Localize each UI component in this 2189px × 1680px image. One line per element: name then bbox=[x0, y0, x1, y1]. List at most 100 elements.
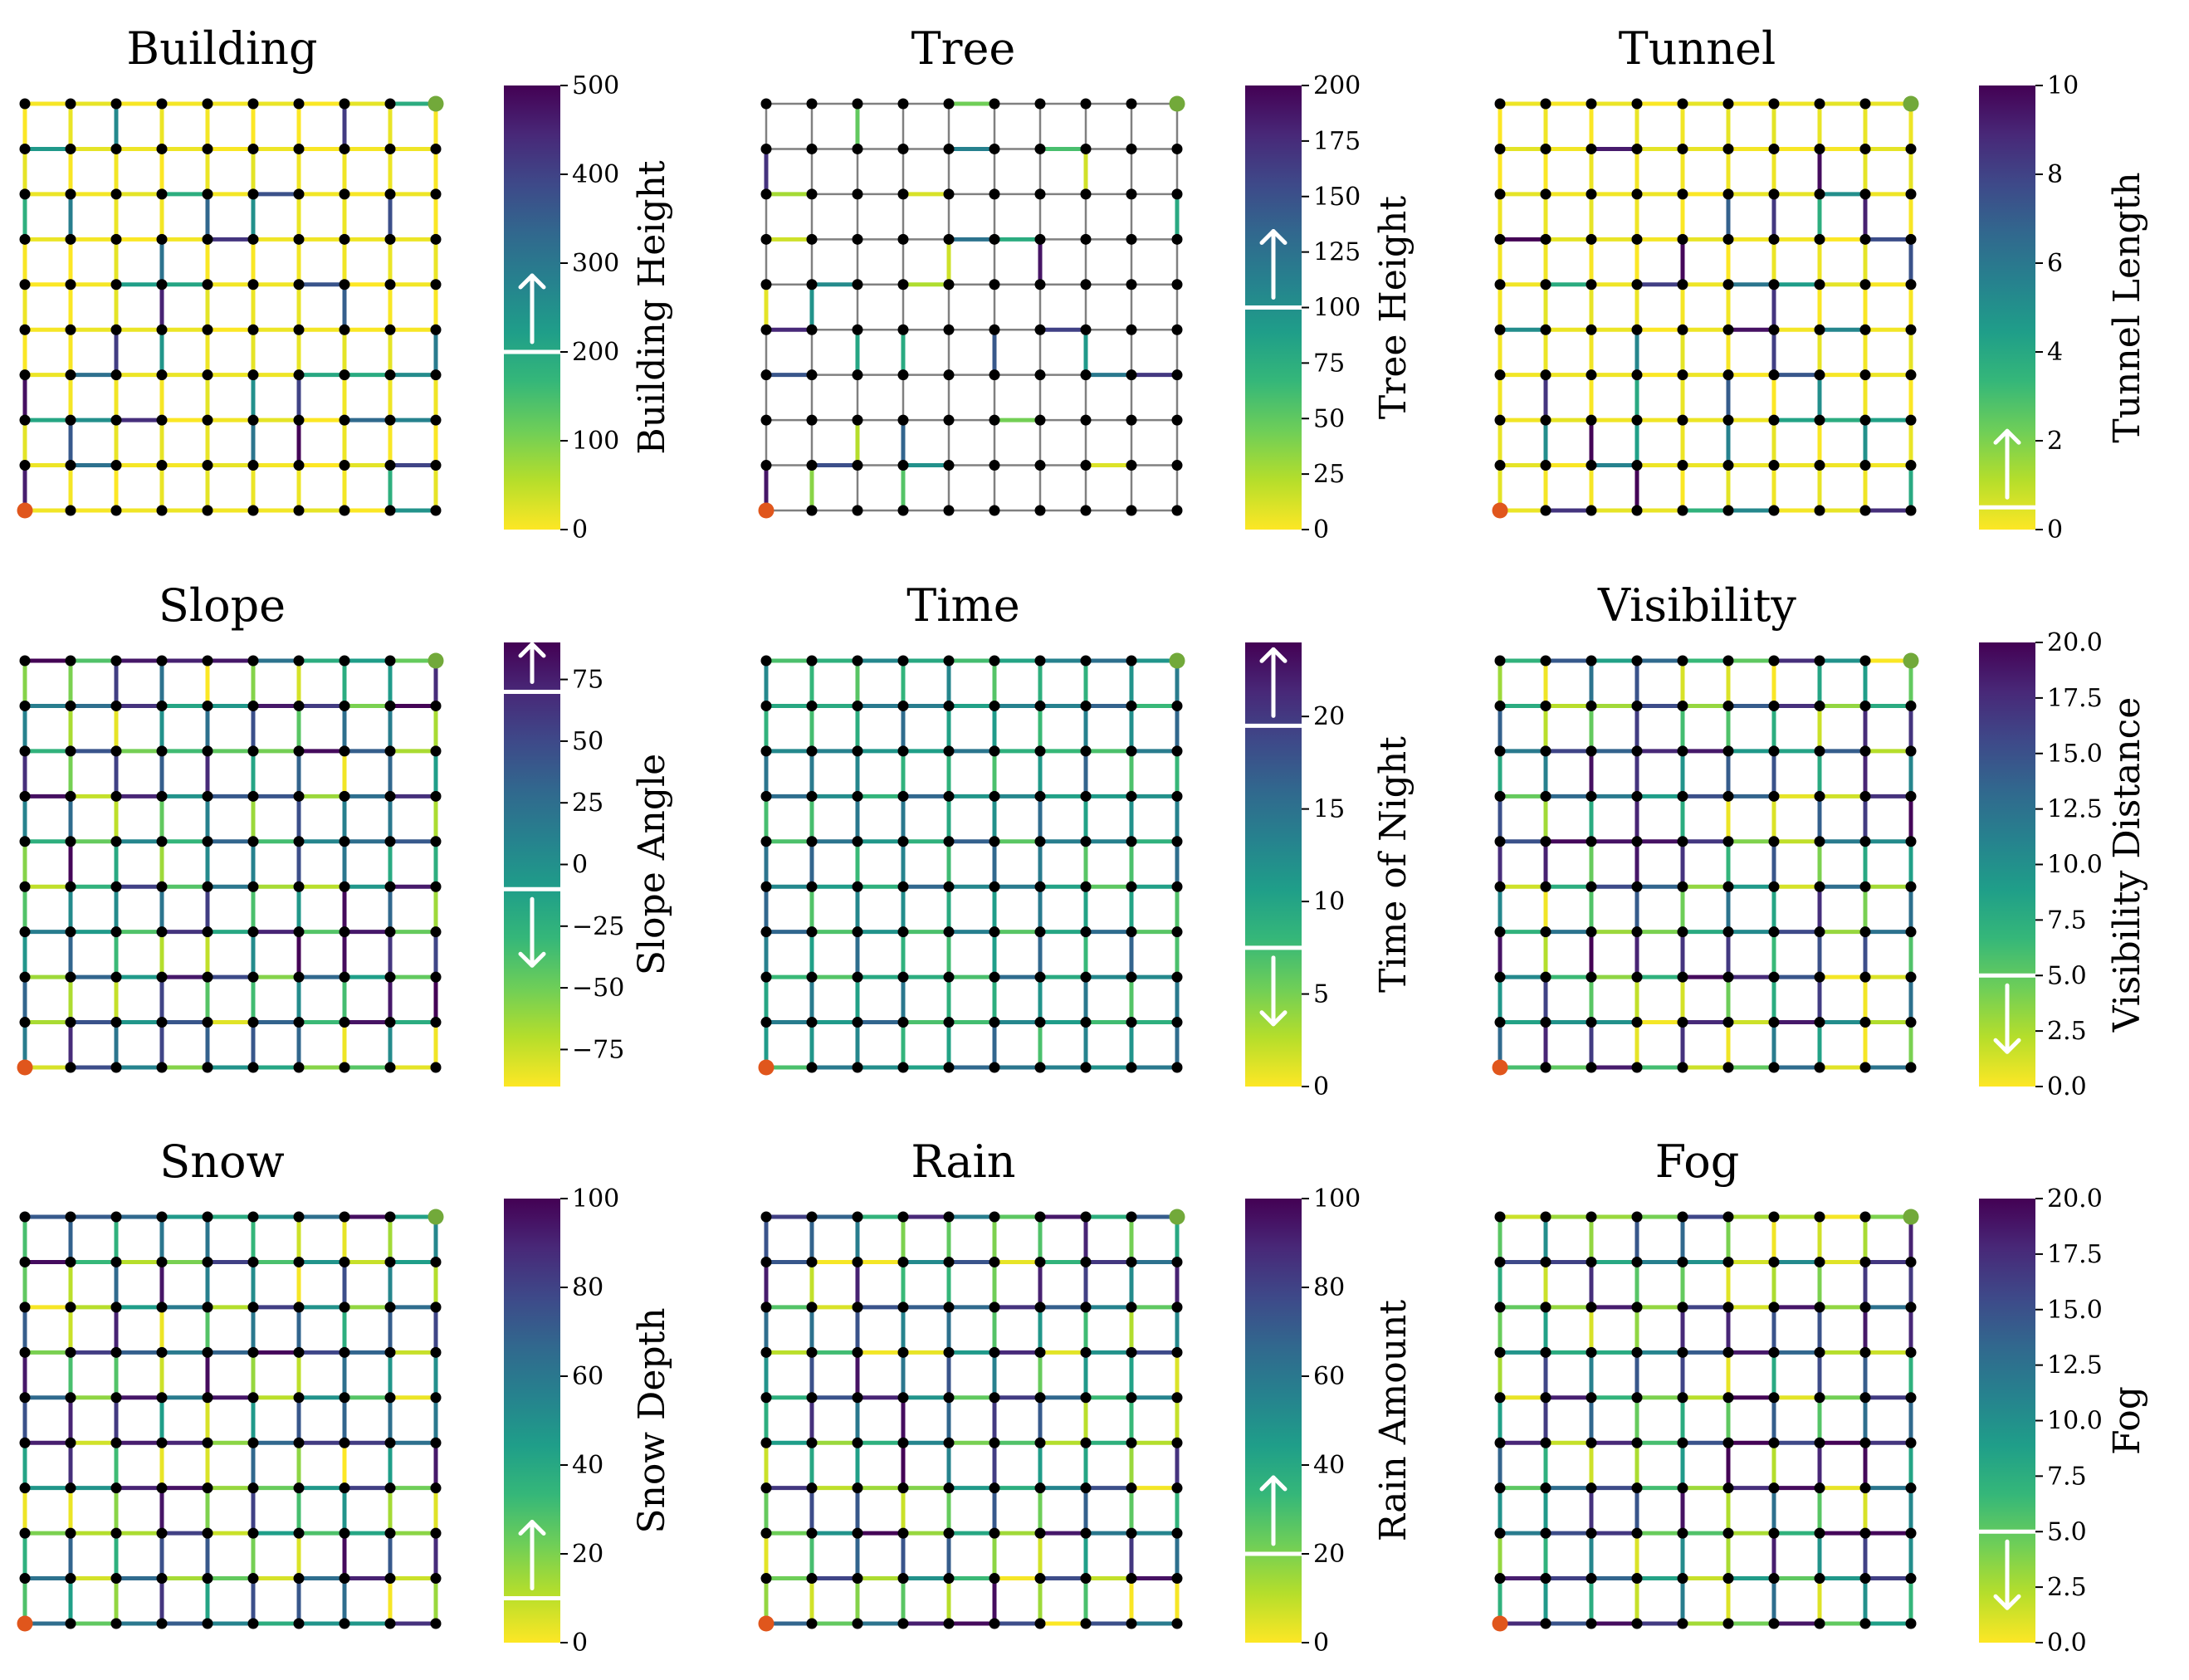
grid-node bbox=[1540, 836, 1551, 847]
grid-node bbox=[1126, 655, 1137, 667]
colorbar-tick-label: 400 bbox=[572, 160, 619, 189]
grid-node bbox=[110, 1437, 122, 1448]
grid-node bbox=[1126, 926, 1137, 938]
grid-node bbox=[384, 279, 396, 291]
grid-node bbox=[339, 1062, 350, 1073]
grid-node bbox=[806, 279, 818, 291]
grid-edges bbox=[764, 101, 1180, 512]
grid-node bbox=[1080, 188, 1092, 200]
grid-node bbox=[1494, 1437, 1506, 1448]
grid-node bbox=[65, 369, 76, 381]
grid-node bbox=[247, 926, 259, 938]
grid-node bbox=[384, 1211, 396, 1223]
grid-node bbox=[65, 1437, 76, 1448]
grid-node bbox=[65, 1062, 76, 1073]
grid-node bbox=[1171, 1618, 1183, 1629]
grid-node bbox=[1905, 926, 1917, 938]
grid-node bbox=[1586, 700, 1597, 711]
grid-node bbox=[339, 745, 350, 757]
grid-node bbox=[1722, 655, 1734, 667]
grid-node bbox=[1540, 655, 1551, 667]
colorbar-tick-label: 17.5 bbox=[2047, 1240, 2103, 1269]
grid-node bbox=[1722, 700, 1734, 711]
goal-node bbox=[1169, 652, 1185, 669]
grid-node bbox=[1540, 1062, 1551, 1073]
grid-node bbox=[1034, 279, 1046, 291]
grid-node bbox=[156, 700, 168, 711]
grid-node bbox=[156, 505, 168, 516]
grid-node bbox=[1494, 414, 1506, 426]
grid-node bbox=[1540, 1017, 1551, 1028]
grid-node bbox=[65, 505, 76, 516]
colorbar-tick-label: 25 bbox=[572, 789, 603, 818]
grid-node bbox=[1126, 1527, 1137, 1539]
grid-node bbox=[1034, 655, 1046, 667]
grid-node bbox=[1171, 836, 1183, 847]
grid-node bbox=[65, 460, 76, 471]
panel-slope: Slope −75 −50 −25 0 25 50 75 Slope Angle bbox=[17, 579, 673, 1087]
colorbar-tick-label: 7.5 bbox=[2047, 1462, 2087, 1491]
grid-node bbox=[247, 369, 259, 381]
grid-node bbox=[852, 1256, 863, 1267]
grid-node bbox=[110, 1302, 122, 1313]
grid-node bbox=[339, 1482, 350, 1494]
grid-node bbox=[430, 143, 442, 154]
grid-node bbox=[897, 836, 909, 847]
grid-node bbox=[1080, 1302, 1092, 1313]
grid-node bbox=[156, 1346, 168, 1358]
grid-node bbox=[65, 1256, 76, 1267]
grid-node bbox=[989, 188, 1000, 200]
grid-nodes bbox=[19, 1211, 442, 1629]
grid-node bbox=[202, 414, 213, 426]
grid-node bbox=[110, 1017, 122, 1028]
grid-node bbox=[1540, 369, 1551, 381]
grid-node bbox=[989, 745, 1000, 757]
colorbar-tick-label: 5.0 bbox=[2047, 1517, 2087, 1546]
grid-node bbox=[989, 1437, 1000, 1448]
grid-node bbox=[202, 745, 213, 757]
grid-node bbox=[1586, 926, 1597, 938]
grid-node bbox=[1034, 98, 1046, 110]
start-node bbox=[17, 1615, 33, 1632]
colorbar-tick-label: 500 bbox=[572, 71, 619, 100]
grid-node bbox=[1814, 414, 1825, 426]
grid-node bbox=[430, 324, 442, 335]
grid-node bbox=[293, 655, 305, 667]
grid-node bbox=[1631, 505, 1643, 516]
colorbar-tick-label: 20.0 bbox=[2047, 628, 2103, 657]
grid-node bbox=[989, 369, 1000, 381]
grid-node bbox=[19, 233, 31, 245]
grid-node bbox=[156, 1211, 168, 1223]
grid-node bbox=[897, 188, 909, 200]
grid-node bbox=[1586, 1573, 1597, 1585]
grid-node bbox=[1768, 1256, 1780, 1267]
grid-node bbox=[1631, 1527, 1643, 1539]
grid-node bbox=[1677, 1437, 1688, 1448]
colorbar-label: Fog bbox=[2106, 1386, 2148, 1455]
grid-nodes bbox=[760, 98, 1183, 516]
grid-node bbox=[760, 324, 772, 335]
grid-node bbox=[1034, 1618, 1046, 1629]
grid-node bbox=[384, 1302, 396, 1313]
panel-tunnel: Tunnel 0 2 4 6 8 10 Tunnel Length bbox=[1492, 22, 2148, 545]
grid-node bbox=[943, 881, 955, 892]
grid-node bbox=[1814, 971, 1825, 983]
grid-node bbox=[202, 926, 213, 938]
grid-node bbox=[1034, 790, 1046, 802]
start-node bbox=[1492, 1059, 1508, 1076]
grid-node bbox=[247, 460, 259, 471]
grid-node bbox=[1631, 1062, 1643, 1073]
grid-node bbox=[1126, 143, 1137, 154]
grid-node bbox=[110, 926, 122, 938]
grid-node bbox=[943, 1062, 955, 1073]
grid-node bbox=[293, 279, 305, 291]
grid-node bbox=[760, 881, 772, 892]
panel-snow: Snow 0 20 40 60 80 100 Snow Depth bbox=[17, 1135, 673, 1658]
grid-node bbox=[430, 971, 442, 983]
grid-node bbox=[989, 233, 1000, 245]
grid-node bbox=[430, 1302, 442, 1313]
grid-node bbox=[1494, 1017, 1506, 1028]
grid-node bbox=[760, 836, 772, 847]
grid-node bbox=[430, 1482, 442, 1494]
grid-node bbox=[943, 745, 955, 757]
